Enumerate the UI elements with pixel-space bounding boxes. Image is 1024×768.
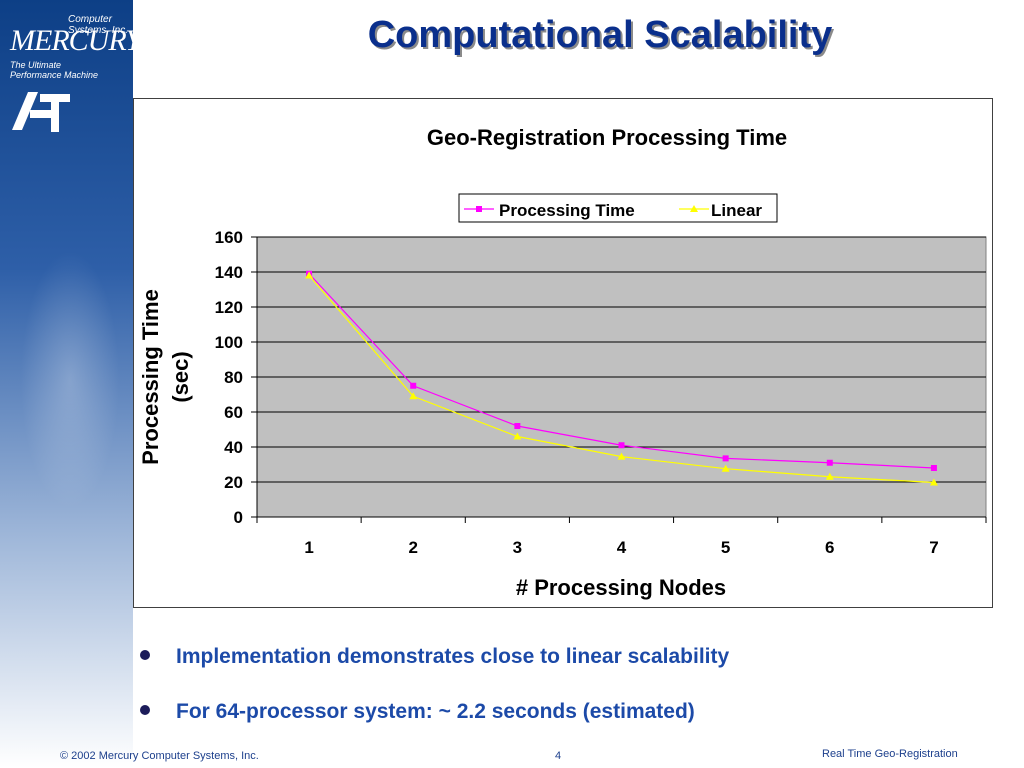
x-tick-label: 6	[825, 538, 834, 557]
footer-presentation-title: Real Time Geo-Registration	[822, 748, 958, 760]
brand-sidebar: Computer Systems, Inc. MERCURY The Ultim…	[0, 0, 142, 768]
bullet-text-1: Implementation demonstrates close to lin…	[176, 645, 730, 668]
bullet-item-1: Implementation demonstrates close to lin…	[140, 645, 729, 669]
data-point-linear	[825, 472, 834, 480]
data-point-linear	[617, 452, 626, 460]
sidebar-decoration	[20, 250, 120, 510]
legend-marker-processing-time	[476, 206, 482, 212]
y-axis-ticks: 0 20 40 60 80 100 120 140 160	[215, 228, 257, 527]
chart-legend: Processing Time Linear	[458, 193, 778, 223]
x-tick-label: 3	[513, 538, 522, 557]
y-tick-label: 60	[224, 403, 243, 422]
y-tick-label: 160	[215, 228, 243, 247]
y-tick-label: 120	[215, 298, 243, 317]
data-point-processing-time	[618, 442, 625, 449]
data-point-linear	[721, 464, 730, 472]
x-tick-label: 4	[617, 538, 627, 557]
data-point-processing-time	[930, 465, 937, 471]
data-point-linear	[409, 392, 418, 400]
data-point-linear	[929, 478, 938, 486]
legend-marker-linear	[690, 205, 698, 212]
data-point-processing-time	[722, 455, 729, 462]
footer-copyright: © 2002 Mercury Computer Systems, Inc.	[60, 750, 259, 762]
x-axis-label: # Processing Nodes	[516, 575, 726, 600]
x-tick-label: 7	[929, 538, 938, 557]
data-point-linear	[513, 432, 522, 440]
bullet-dot-icon	[140, 650, 150, 661]
series-linear	[305, 271, 938, 486]
x-tick-label: 2	[408, 538, 417, 557]
brand-name: MERCURY	[10, 24, 142, 57]
y-tick-label: 20	[224, 473, 243, 492]
processing-time-chart: Geo-Registration Processing Time Process…	[138, 125, 987, 600]
y-tick-label: 140	[215, 263, 243, 282]
y-tick-label: 80	[224, 368, 243, 387]
bullet-item-2: For 64-processor system: ~ 2.2 seconds (…	[140, 700, 695, 724]
company-logo-icon	[12, 92, 70, 132]
bullet-text-2: For 64-processor system: ~ 2.2 seconds (…	[176, 700, 695, 723]
data-point-linear	[305, 271, 314, 279]
data-point-processing-time	[410, 382, 417, 389]
y-axis-label: Processing Time (sec)	[138, 289, 193, 465]
x-axis-ticks: 1 2 3 4 5 6 7	[256, 517, 987, 557]
brand-company: Computer Systems, Inc.	[68, 14, 129, 36]
data-point-processing-time	[826, 459, 833, 466]
bullet-dot-icon	[140, 705, 150, 716]
slide-title: Computational Scalability	[367, 14, 833, 56]
legend-label-linear: Linear	[711, 201, 762, 220]
x-tick-label: 1	[304, 538, 313, 557]
y-tick-label: 100	[215, 333, 243, 352]
brand-tagline-line-2: Performance Machine	[10, 70, 99, 80]
chart-frame: Geo-Registration Processing Time Process…	[133, 98, 993, 608]
brand-tagline-line-1: The Ultimate	[10, 60, 62, 70]
y-tick-label: 0	[234, 508, 243, 527]
legend-box	[458, 193, 778, 223]
y-tick-label: 40	[224, 438, 243, 457]
data-series	[305, 270, 938, 486]
x-tick-label: 5	[721, 538, 730, 557]
legend-label-processing-time: Processing Time	[499, 201, 635, 220]
gridlines	[257, 236, 986, 483]
chart-title: Geo-Registration Processing Time	[427, 125, 787, 150]
data-point-processing-time	[514, 423, 521, 429]
footer-page-number: 4	[555, 750, 562, 762]
